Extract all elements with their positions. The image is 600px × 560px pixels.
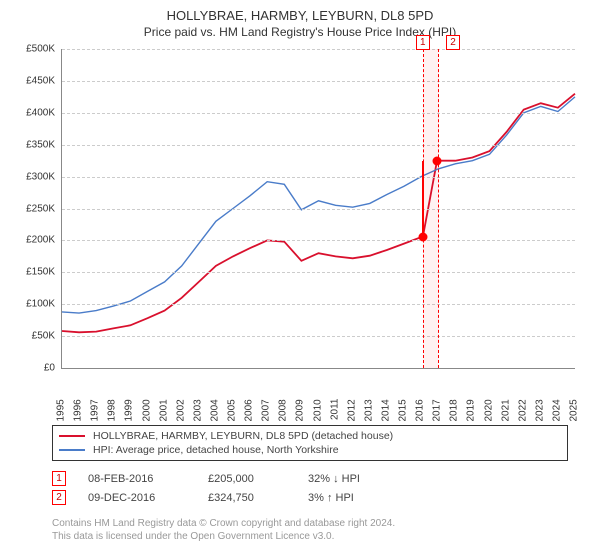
x-tick-label: 2016 [415,399,426,421]
x-tick-label: 2025 [569,399,580,421]
x-tick-label: 2012 [346,399,357,421]
x-tick-label: 2013 [363,399,374,421]
x-tick-label: 2011 [329,399,340,421]
gridline [62,209,575,210]
tx-date-1: 08-FEB-2016 [88,473,208,485]
gridline [62,49,575,50]
legend-row-property: HOLLYBRAE, HARMBY, LEYBURN, DL8 5PD (det… [59,429,561,443]
table-row: 1 08-FEB-2016 £205,000 32% ↓ HPI [52,469,588,488]
gridline [62,177,575,178]
page-title: HOLLYBRAE, HARMBY, LEYBURN, DL8 5PD [12,8,588,23]
x-tick-label: 2000 [141,399,152,421]
x-tick-label: 1999 [124,399,135,421]
gridline [62,240,575,241]
transaction-band [423,49,439,368]
tx-marker-dot [433,156,442,165]
chart-container: HOLLYBRAE, HARMBY, LEYBURN, DL8 5PD Pric… [0,0,600,560]
legend-label-property: HOLLYBRAE, HARMBY, LEYBURN, DL8 5PD (det… [93,430,393,442]
x-tick-label: 1998 [107,399,118,421]
transactions-table: 1 08-FEB-2016 £205,000 32% ↓ HPI 2 09-DE… [52,469,588,507]
gridline [62,304,575,305]
gridline [62,272,575,273]
x-tick-label: 2003 [192,399,203,421]
tx-delta-1: 32% ↓ HPI [308,473,408,485]
x-tick-label: 2022 [517,399,528,421]
y-tick-label: £200K [19,235,55,246]
y-tick-label: £300K [19,171,55,182]
x-tick-label: 2001 [158,399,169,421]
series-hpi [62,97,575,313]
x-tick-label: 2004 [209,399,220,421]
x-tick-label: 2002 [175,399,186,421]
legend-label-hpi: HPI: Average price, detached house, Nort… [93,444,339,456]
footnote-line-2: This data is licensed under the Open Gov… [52,530,588,543]
tx-badge-2: 2 [52,490,66,505]
gridline [62,81,575,82]
tx-badge-1: 1 [52,471,66,486]
y-tick-label: £250K [19,203,55,214]
plot-box: 12 [61,49,575,369]
x-tick-label: 2020 [483,399,494,421]
x-tick-label: 1997 [90,399,101,421]
x-tick-label: 2010 [312,399,323,421]
tx-price-1: £205,000 [208,473,308,485]
page-subtitle: Price paid vs. HM Land Registry's House … [12,25,588,39]
x-tick-label: 2017 [432,399,443,421]
footnote: Contains HM Land Registry data © Crown c… [52,517,588,543]
y-tick-label: £350K [19,139,55,150]
y-tick-label: £500K [19,44,55,55]
x-tick-label: 2008 [278,399,289,421]
y-tick-label: £400K [19,107,55,118]
x-tick-label: 2024 [551,399,562,421]
table-row: 2 09-DEC-2016 £324,750 3% ↑ HPI [52,488,588,507]
tx-price-2: £324,750 [208,492,308,504]
x-tick-label: 2023 [534,399,545,421]
x-tick-label: 1995 [56,399,67,421]
chart-area: 12 £0 £50K £100K £150K £200K £250K £300K £350K £… [21,45,579,395]
legend-swatch-hpi [59,449,85,451]
x-tick-label: 2007 [261,399,272,421]
gridline [62,145,575,146]
tx-connector [422,161,424,237]
y-tick-label: £50K [19,331,55,342]
y-tick-label: £450K [19,75,55,86]
x-tick-label: 2021 [500,399,511,421]
tx-marker-badge: 1 [416,35,430,50]
x-tick-label: 1996 [73,399,84,421]
y-tick-label: £150K [19,267,55,278]
x-tick-label: 2019 [466,399,477,421]
tx-marker-badge: 2 [446,35,460,50]
tx-date-2: 09-DEC-2016 [88,492,208,504]
tx-delta-2: 3% ↑ HPI [308,492,408,504]
legend-swatch-property [59,435,85,437]
x-tick-label: 2009 [295,399,306,421]
titles: HOLLYBRAE, HARMBY, LEYBURN, DL8 5PD Pric… [12,8,588,39]
x-tick-label: 2018 [449,399,460,421]
y-tick-label: £100K [19,299,55,310]
legend-row-hpi: HPI: Average price, detached house, Nort… [59,443,561,457]
legend-box: HOLLYBRAE, HARMBY, LEYBURN, DL8 5PD (det… [52,425,568,461]
x-tick-label: 2005 [227,399,238,421]
gridline [62,336,575,337]
x-tick-label: 2006 [244,399,255,421]
y-tick-label: £0 [19,363,55,374]
gridline [62,113,575,114]
x-tick-label: 2014 [380,399,391,421]
footnote-line-1: Contains HM Land Registry data © Crown c… [52,517,588,530]
x-tick-label: 2015 [398,399,409,421]
